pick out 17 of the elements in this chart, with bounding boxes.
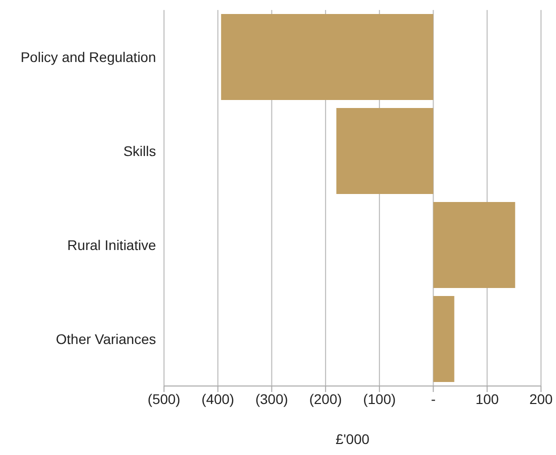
x-tick-label: (100) (363, 390, 396, 407)
bar (433, 296, 454, 382)
bar (433, 202, 516, 288)
x-tick-label: (500) (148, 390, 180, 407)
y-tick-label: Other Variances (56, 330, 156, 347)
x-tick-label: - (430, 390, 436, 407)
x-tick-label: (300) (255, 390, 288, 407)
bar (336, 108, 434, 194)
y-tick-label: Rural Initiative (67, 236, 156, 253)
y-tick-label: Skills (123, 142, 156, 159)
x-tick-label: 200 (529, 390, 553, 407)
x-tick-label: (200) (309, 390, 342, 407)
x-axis-title: £'000 (336, 431, 370, 447)
y-tick-label: Policy and Regulation (20, 48, 156, 65)
x-tick-label: (400) (202, 390, 234, 407)
x-tick-label: 100 (475, 390, 500, 407)
bar (221, 14, 434, 100)
